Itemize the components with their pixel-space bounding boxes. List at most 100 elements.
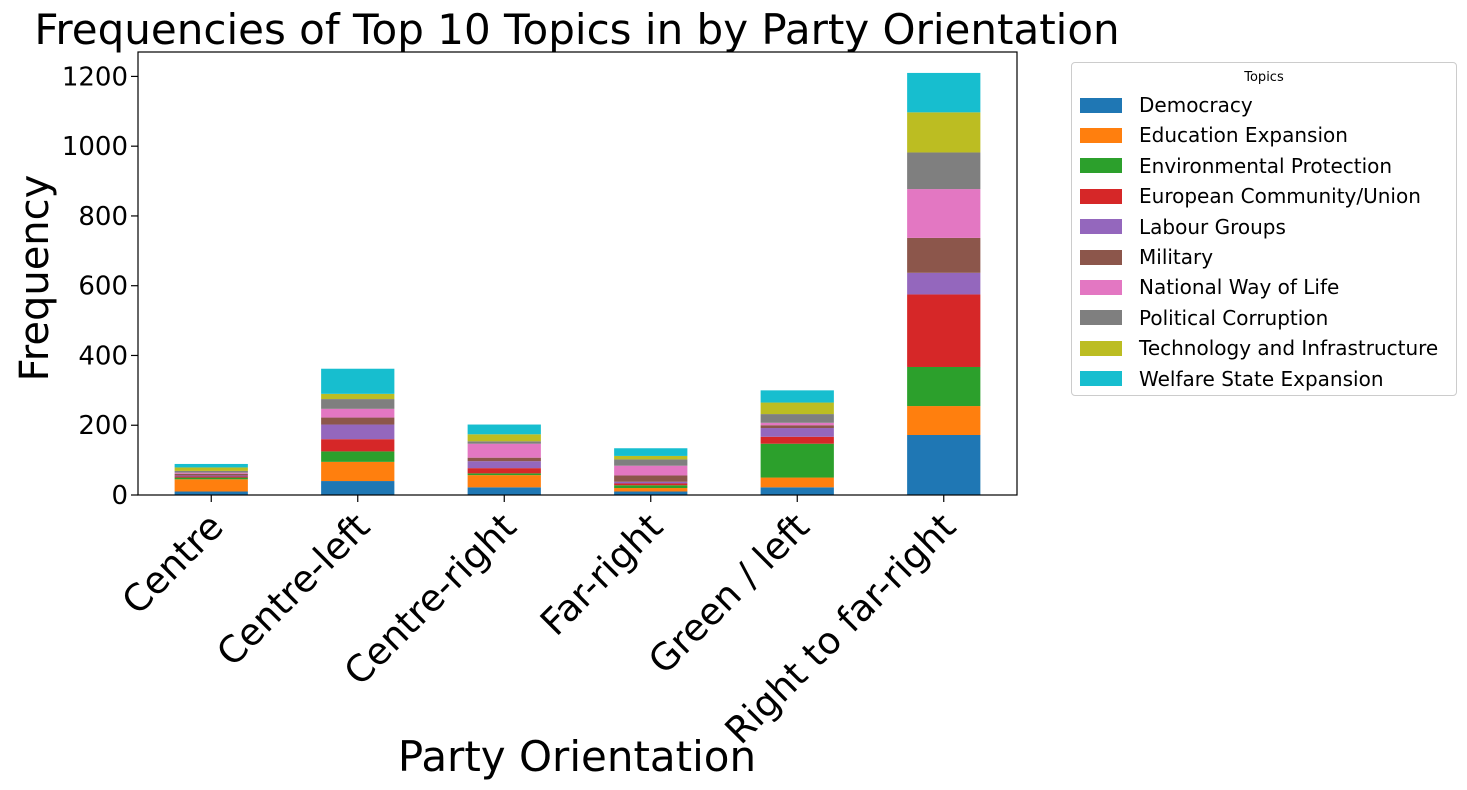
bar-segment xyxy=(467,434,541,442)
x-tick-label: Centre xyxy=(114,505,232,623)
bar-segment xyxy=(321,393,395,400)
legend-label: European Community/Union xyxy=(1139,184,1421,209)
bar-segment xyxy=(614,459,688,466)
bar-segment xyxy=(467,487,541,495)
bar-segment xyxy=(760,422,834,426)
bar-segment xyxy=(614,475,688,482)
bar-segment xyxy=(467,443,541,458)
bar-segment xyxy=(907,435,981,495)
bar-segment xyxy=(174,470,248,473)
legend-label: Welfare State Expansion xyxy=(1139,366,1384,391)
legend-item: Environmental Protection xyxy=(1080,154,1392,178)
y-tick-label: 200 xyxy=(78,411,128,441)
bars-group xyxy=(174,72,981,495)
bar-segment xyxy=(907,272,981,295)
bar-segment xyxy=(321,408,395,418)
bar-segment xyxy=(321,424,395,440)
y-tick-label: 1000 xyxy=(62,132,128,162)
x-axis-label: Party Orientation xyxy=(398,732,756,781)
bar-segment xyxy=(907,237,981,273)
legend-swatch xyxy=(1080,279,1122,295)
plot-frame xyxy=(137,51,1018,496)
bar-segment xyxy=(174,491,248,495)
legend-label: National Way of Life xyxy=(1139,275,1340,300)
bar-segment xyxy=(174,472,248,474)
bar-segment xyxy=(174,476,248,478)
legend-label: Military xyxy=(1139,245,1214,269)
bar-segment xyxy=(907,366,981,407)
y-tick-label: 600 xyxy=(78,272,128,302)
bar-segment xyxy=(907,72,981,113)
bar-segment xyxy=(321,461,395,482)
legend-item: Democracy xyxy=(1080,93,1253,117)
bar-segment xyxy=(907,406,981,436)
legend-item: Military xyxy=(1080,245,1213,269)
y-tick-label: 400 xyxy=(78,341,128,371)
legend: Topics Democracy Education Expansion Envir… xyxy=(1071,62,1457,396)
bar-segment xyxy=(321,399,395,409)
legend-item: National Way of Life xyxy=(1080,275,1339,299)
bar-segment xyxy=(467,424,541,435)
legend-label: Political Corruption xyxy=(1139,305,1329,330)
y-axis: 0 200 400 600 800 1000 1200 xyxy=(62,62,138,511)
legend-item: Welfare State Expansion xyxy=(1080,367,1384,391)
legend-swatch xyxy=(1080,219,1122,235)
bar-segment xyxy=(614,488,688,492)
legend-item: European Community/Union xyxy=(1080,184,1421,208)
bar-segment xyxy=(760,425,834,429)
bar-segment xyxy=(614,485,688,489)
bar-segment xyxy=(174,479,248,492)
bar-segment xyxy=(760,414,834,423)
bar-segment xyxy=(614,491,688,495)
legend-label: Technology and Infrastructure xyxy=(1139,336,1439,361)
legend-item: Political Corruption xyxy=(1080,306,1328,330)
bar-segment xyxy=(760,428,834,437)
bar-segment xyxy=(467,468,541,474)
bar-segment xyxy=(760,477,834,488)
y-tick-label: 800 xyxy=(78,202,128,232)
legend-label: Education Expansion xyxy=(1139,123,1348,148)
bar-segment xyxy=(467,441,541,444)
legend-swatch xyxy=(1080,127,1122,143)
bar-segment xyxy=(174,473,248,476)
bar-segment xyxy=(467,475,541,488)
bar-segment xyxy=(760,443,834,478)
bar-segment xyxy=(760,436,834,444)
bar-segment xyxy=(760,390,834,403)
bar-segment xyxy=(614,455,688,460)
x-tick-label: Far-right xyxy=(532,505,671,644)
bar-segment xyxy=(760,487,834,495)
legend-swatch xyxy=(1080,340,1122,356)
bar-segment xyxy=(467,461,541,469)
bar-segment xyxy=(467,473,541,476)
legend-title: Topics xyxy=(1244,70,1284,85)
bar-segment xyxy=(907,189,981,238)
chart-title: Frequencies of Top 10 Topics in by Party… xyxy=(34,5,1119,54)
bar-segment xyxy=(907,152,981,190)
bar-segment xyxy=(907,112,981,153)
bar-segment xyxy=(614,481,688,484)
y-tick-label: 0 xyxy=(111,481,128,511)
legend-swatch xyxy=(1080,188,1122,204)
legend-swatch xyxy=(1080,371,1122,387)
legend-swatch xyxy=(1080,158,1122,174)
bar-segment xyxy=(760,402,834,415)
bar-segment xyxy=(321,481,395,495)
legend-item: Technology and Infrastructure xyxy=(1080,336,1438,360)
legend-label: Labour Groups xyxy=(1139,214,1286,239)
bar-segment xyxy=(174,477,248,480)
bar-segment xyxy=(614,448,688,456)
bar-segment xyxy=(614,465,688,476)
bar-segment xyxy=(321,417,395,425)
bar-segment xyxy=(321,451,395,462)
legend-item: Labour Groups xyxy=(1080,215,1286,239)
legend-swatch xyxy=(1080,310,1122,326)
legend-swatch xyxy=(1080,249,1122,265)
bar-segment xyxy=(174,475,248,477)
bar-segment xyxy=(174,463,248,468)
bar-segment xyxy=(174,467,248,471)
y-axis-label: Frequency xyxy=(12,175,58,382)
bar-segment xyxy=(321,368,395,394)
